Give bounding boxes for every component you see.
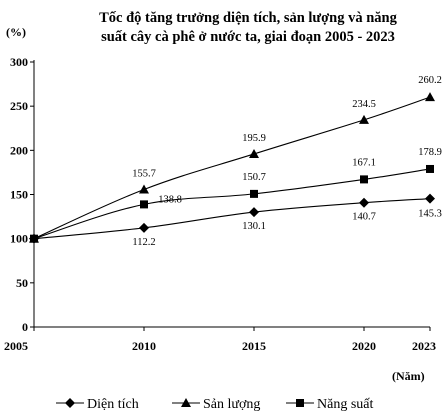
- y-tick-label: 250: [10, 99, 28, 113]
- axes: 0 50 100 150 200 250 300 2005 2010 2015 2020 2023: [4, 55, 436, 386]
- chart-title-line-2: suất cây cà phê ở nước ta, giai đoạn 200…: [101, 29, 395, 45]
- legend-marker-triangle: [181, 398, 191, 407]
- data-label-triangle: 155.7: [132, 168, 156, 179]
- legend-marker-diamond: [65, 398, 75, 408]
- data-label-diamond: 130.1: [242, 221, 266, 232]
- data-label-triangle: 195.9: [242, 133, 266, 144]
- data-point-triangle: [139, 184, 149, 194]
- chart-title-line-1: Tốc độ tăng trưởng diện tích, sản lượng …: [99, 10, 397, 26]
- x-tick-label: 2005: [4, 339, 28, 353]
- data-point-square: [250, 189, 258, 198]
- y-tick-label: 100: [10, 232, 28, 246]
- data-label-diamond: 145.3: [418, 209, 442, 220]
- data-point-diamond: [139, 222, 149, 233]
- data-point-diamond: [249, 207, 259, 218]
- data-point-triangle: [359, 114, 369, 124]
- data-label-square: 138.8: [158, 194, 182, 205]
- y-tick-label: 300: [10, 55, 28, 69]
- x-axis-unit: (Năm): [392, 369, 425, 383]
- legend-label-triangle: Sản lượng: [203, 397, 260, 412]
- data-label-triangle: 234.5: [352, 99, 376, 110]
- data-point-square: [140, 200, 148, 209]
- y-tick-label: 50: [16, 276, 28, 290]
- data-point-square: [360, 175, 368, 184]
- data-label-diamond: 112.2: [132, 237, 155, 248]
- series-layer: 112.2 130.1 140.7 145.3 155.7 195.9 234.5 260.2…: [29, 75, 442, 248]
- data-point-triangle: [249, 148, 259, 158]
- data-label-square: 150.7: [242, 172, 266, 183]
- x-tick-label: 2010: [132, 339, 156, 353]
- y-tick-label: 150: [10, 188, 28, 202]
- x-axis-band: [34, 360, 382, 386]
- series-line-square: [33, 168, 431, 240]
- data-label-diamond: 140.7: [352, 212, 376, 223]
- x-tick-label: 2023: [412, 339, 436, 353]
- y-tick-label: 200: [10, 143, 28, 157]
- data-label-square: 167.1: [352, 157, 376, 168]
- legend: Diện tích Sản lượng Năng suất: [56, 397, 373, 412]
- y-axis-unit: (%): [6, 25, 26, 39]
- legend-marker-square: [296, 399, 304, 407]
- data-point-diamond: [359, 197, 369, 208]
- legend-label-square: Năng suất: [317, 397, 373, 412]
- x-tick-label: 2020: [352, 339, 376, 353]
- data-point-square: [30, 234, 38, 243]
- x-tick-label: 2015: [242, 339, 266, 353]
- data-label-triangle: 260.2: [418, 75, 442, 86]
- data-point-diamond: [425, 193, 435, 204]
- data-point-square: [426, 164, 434, 173]
- data-point-triangle: [425, 92, 435, 102]
- legend-label-diamond: Diện tích: [87, 397, 139, 412]
- data-label-square: 178.9: [418, 147, 442, 158]
- y-tick-label: 0: [22, 320, 28, 334]
